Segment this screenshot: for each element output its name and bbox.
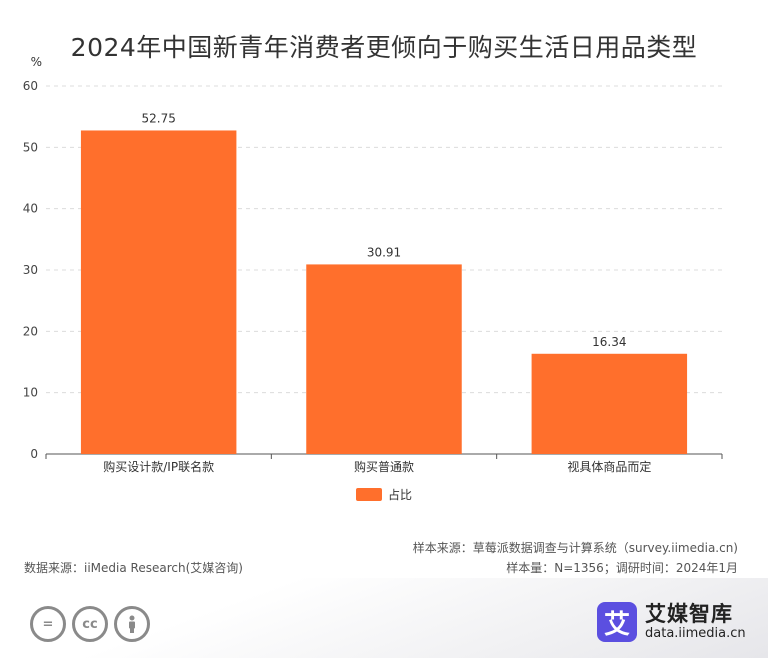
bar xyxy=(531,353,688,454)
bar xyxy=(80,130,237,454)
legend-swatch xyxy=(356,488,382,501)
cc-icon: cc xyxy=(72,606,108,642)
sample-source: 样本来源：草莓派数据调查与计算系统（survey.iimedia.cn) xyxy=(412,541,738,555)
legend-label: 占比 xyxy=(388,488,413,502)
brand-url: data.iimedia.cn xyxy=(645,626,746,641)
brand: 艾 艾媒智库 data.iimedia.cn xyxy=(597,602,746,642)
x-tick-label: 购买设计款/IP联名款 xyxy=(103,459,214,474)
brand-name: 艾媒智库 xyxy=(645,602,733,626)
data-label: 16.34 xyxy=(592,335,626,349)
y-tick-label: 30 xyxy=(23,263,38,277)
equals-icon: = xyxy=(30,606,66,642)
person-icon xyxy=(114,606,150,642)
y-tick-label: 0 xyxy=(30,447,38,461)
y-tick-label: 20 xyxy=(23,324,38,338)
data-label: 52.75 xyxy=(141,111,175,125)
bar xyxy=(306,264,462,454)
y-tick-label: 60 xyxy=(23,79,38,93)
chart-legend: 占比 xyxy=(356,486,412,503)
y-tick-label: 50 xyxy=(23,140,38,154)
x-tick-label: 视具体商品而定 xyxy=(567,459,651,474)
y-tick-label: 40 xyxy=(23,202,38,216)
y-tick-label: 10 xyxy=(23,386,38,400)
data-label: 30.91 xyxy=(367,245,401,259)
sample-size: 样本量：N=1356；调研时间：2024年1月 xyxy=(506,561,738,575)
brand-logo: 艾 xyxy=(597,602,637,642)
data-source: 数据来源：iiMedia Research(艾媒咨询) xyxy=(24,561,243,575)
y-axis-unit: % xyxy=(31,55,42,69)
x-tick-label: 购买普通款 xyxy=(354,459,414,474)
bar-chart: % 0 10 20 30 40 50 60 52.75 购买设计款/IP联名款 30.91 购买普通款… xyxy=(23,55,723,474)
license-icons: = cc xyxy=(30,606,150,642)
chart-title: 2024年中国新青年消费者更倾向于购买生活日用品类型 xyxy=(70,33,698,62)
